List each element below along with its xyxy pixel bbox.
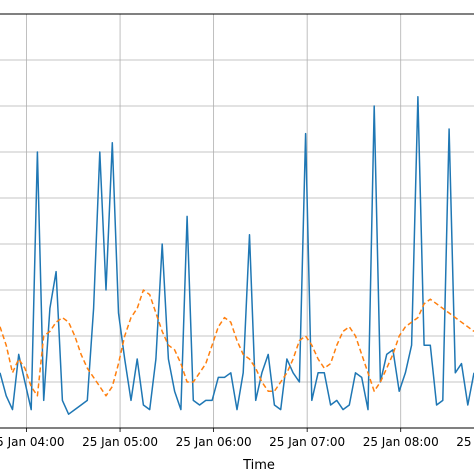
x-tick-label: 25 Jan 05:00 bbox=[82, 435, 158, 449]
axes bbox=[0, 13, 474, 429]
x-ticks: 25 Jan 04:00 25 Jan 05:00 25 Jan 06:00 25 J… bbox=[0, 428, 474, 449]
x-tick-label: 25 Jan 07:00 bbox=[269, 435, 345, 449]
series-line-dashed bbox=[0, 289, 474, 397]
x-tick-label: 25 Jan 06:00 bbox=[176, 435, 252, 449]
x-tick-label: 25 Jan 08:00 bbox=[363, 435, 439, 449]
grid bbox=[0, 14, 474, 428]
x-tick-label: 25 Jan 04:00 bbox=[0, 435, 64, 449]
series-line-solid bbox=[0, 96, 474, 415]
series-layer bbox=[0, 96, 474, 415]
x-axis-label: Time bbox=[242, 458, 275, 473]
x-tick-label: 25 Jan 09:00 bbox=[456, 435, 474, 449]
